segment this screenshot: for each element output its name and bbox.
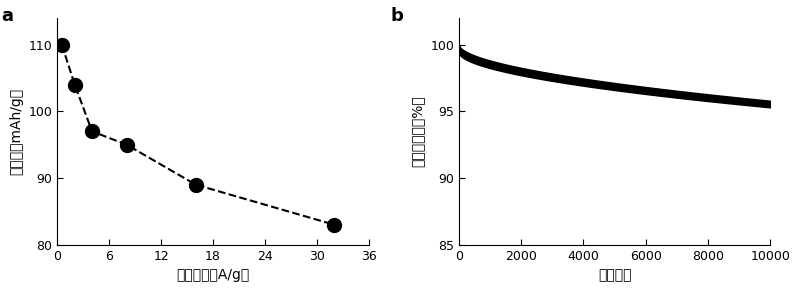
Point (69, 82, 81, 87)
Point (85, 129, 98, 134)
Text: a: a (2, 7, 14, 25)
Point (190, 182, 202, 187)
Point (120, 142, 133, 147)
X-axis label: 循环次数: 循环次数 (598, 268, 631, 282)
Text: b: b (391, 7, 403, 25)
X-axis label: 电流密度（A/g）: 电流密度（A/g） (176, 268, 249, 282)
Point (328, 222, 340, 227)
Y-axis label: 容量保持率（%）: 容量保持率（%） (410, 95, 425, 167)
Y-axis label: 比容量（mAh/g）: 比容量（mAh/g） (10, 88, 23, 175)
Point (56, 42, 69, 47)
